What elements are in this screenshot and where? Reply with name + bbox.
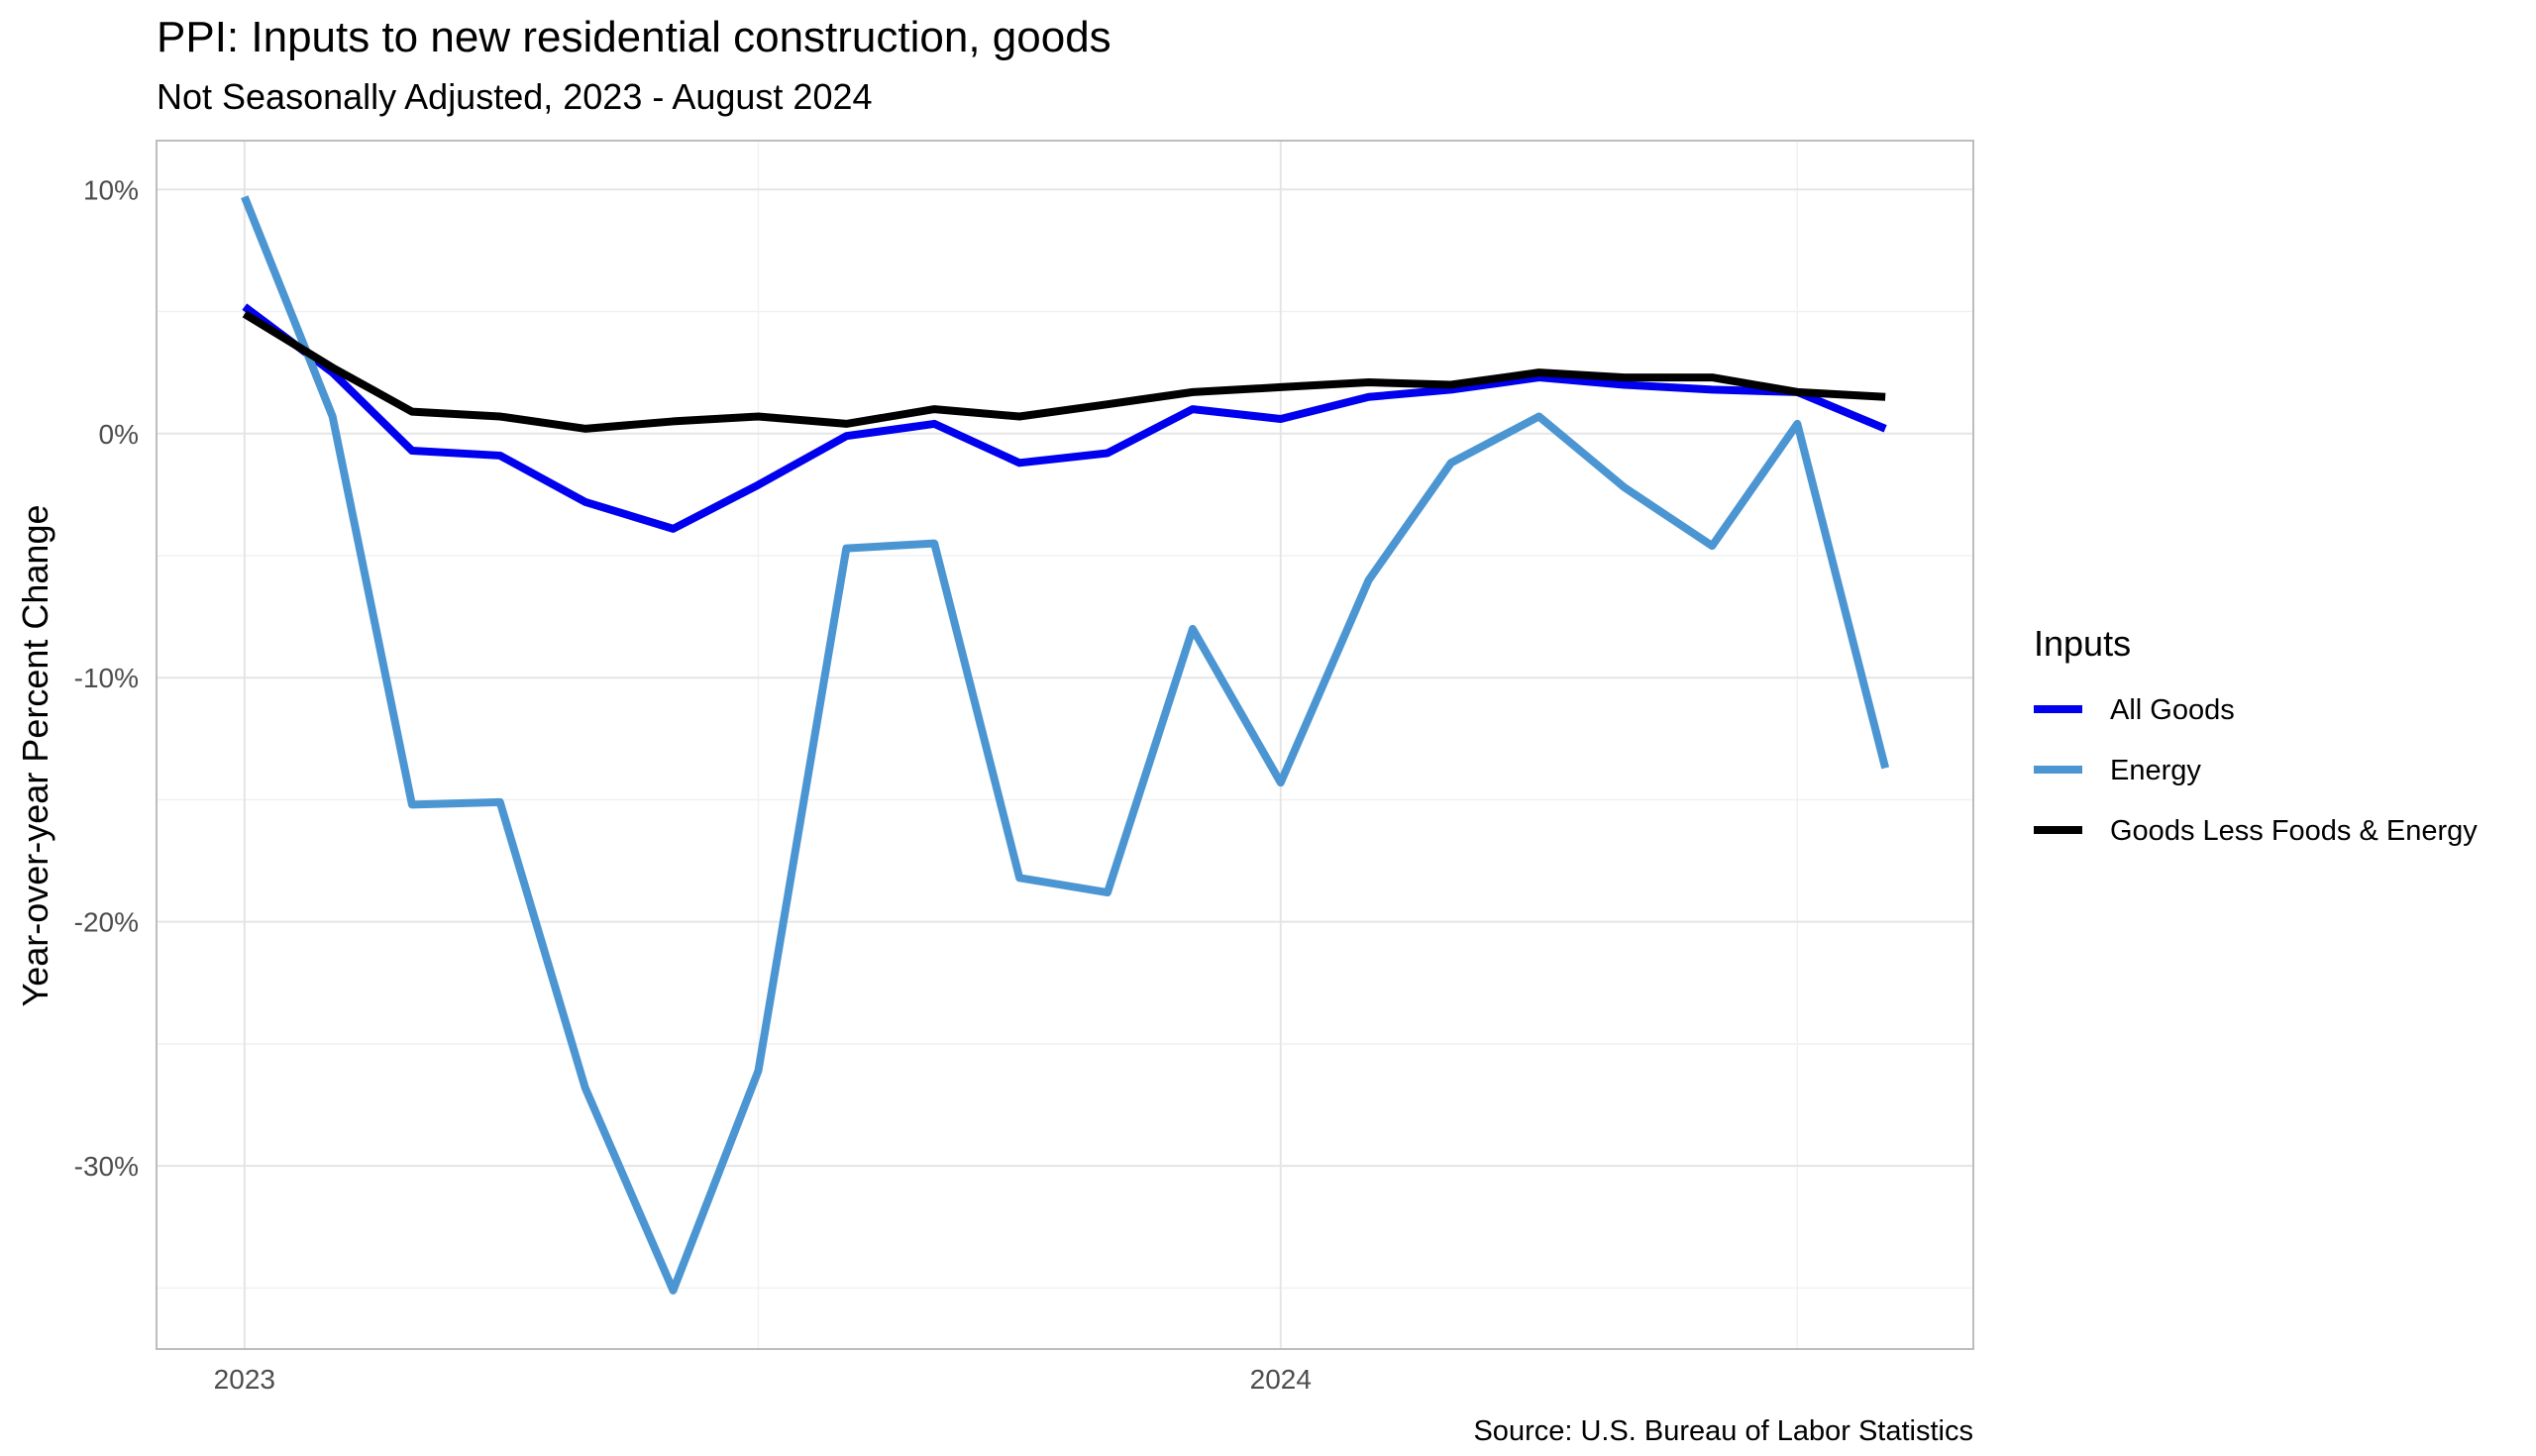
y-tick-label: 10% (83, 174, 139, 205)
x-tick-label: 2024 (1250, 1364, 1312, 1395)
chart-title: PPI: Inputs to new residential construct… (157, 13, 1111, 61)
series-line-goods-less-foods-energy (242, 310, 1886, 433)
series-line-energy (241, 195, 1890, 1295)
y-axis-title: Year-over-year Percent Change (15, 505, 55, 1007)
y-tick-label: -20% (74, 907, 139, 938)
y-tick-label: -10% (74, 663, 139, 693)
y-tick-label: 0% (99, 419, 139, 450)
y-tick-label: -30% (74, 1151, 139, 1182)
legend: Inputs All Goods Energy Goods Less Foods &… (2034, 623, 2478, 847)
legend-items: All Goods Energy Goods Less Foods & Energy (2034, 694, 2478, 847)
plot-panel-border (156, 140, 1974, 1350)
x-tick-label: 2023 (214, 1364, 275, 1395)
legend-label-goods-less-foods-energy: Goods Less Foods & Energy (2110, 815, 2478, 847)
series-line-all-goods (242, 303, 1887, 533)
source-caption: Source: U.S. Bureau of Labor Statistics (1473, 1415, 1973, 1447)
legend-label-energy: Energy (2110, 755, 2201, 786)
series-lines (241, 195, 1890, 1295)
major-gridlines (157, 141, 1973, 1349)
legend-label-all-goods: All Goods (2110, 694, 2235, 726)
y-tick-labels: 10% 0% -10% -20% -30% (74, 174, 139, 1182)
x-tick-labels: 2023 2024 (214, 1364, 1312, 1395)
minor-gridlines (157, 141, 1973, 1349)
chart-subtitle: Not Seasonally Adjusted, 2023 - August 2… (157, 76, 873, 117)
legend-title: Inputs (2034, 623, 2131, 664)
